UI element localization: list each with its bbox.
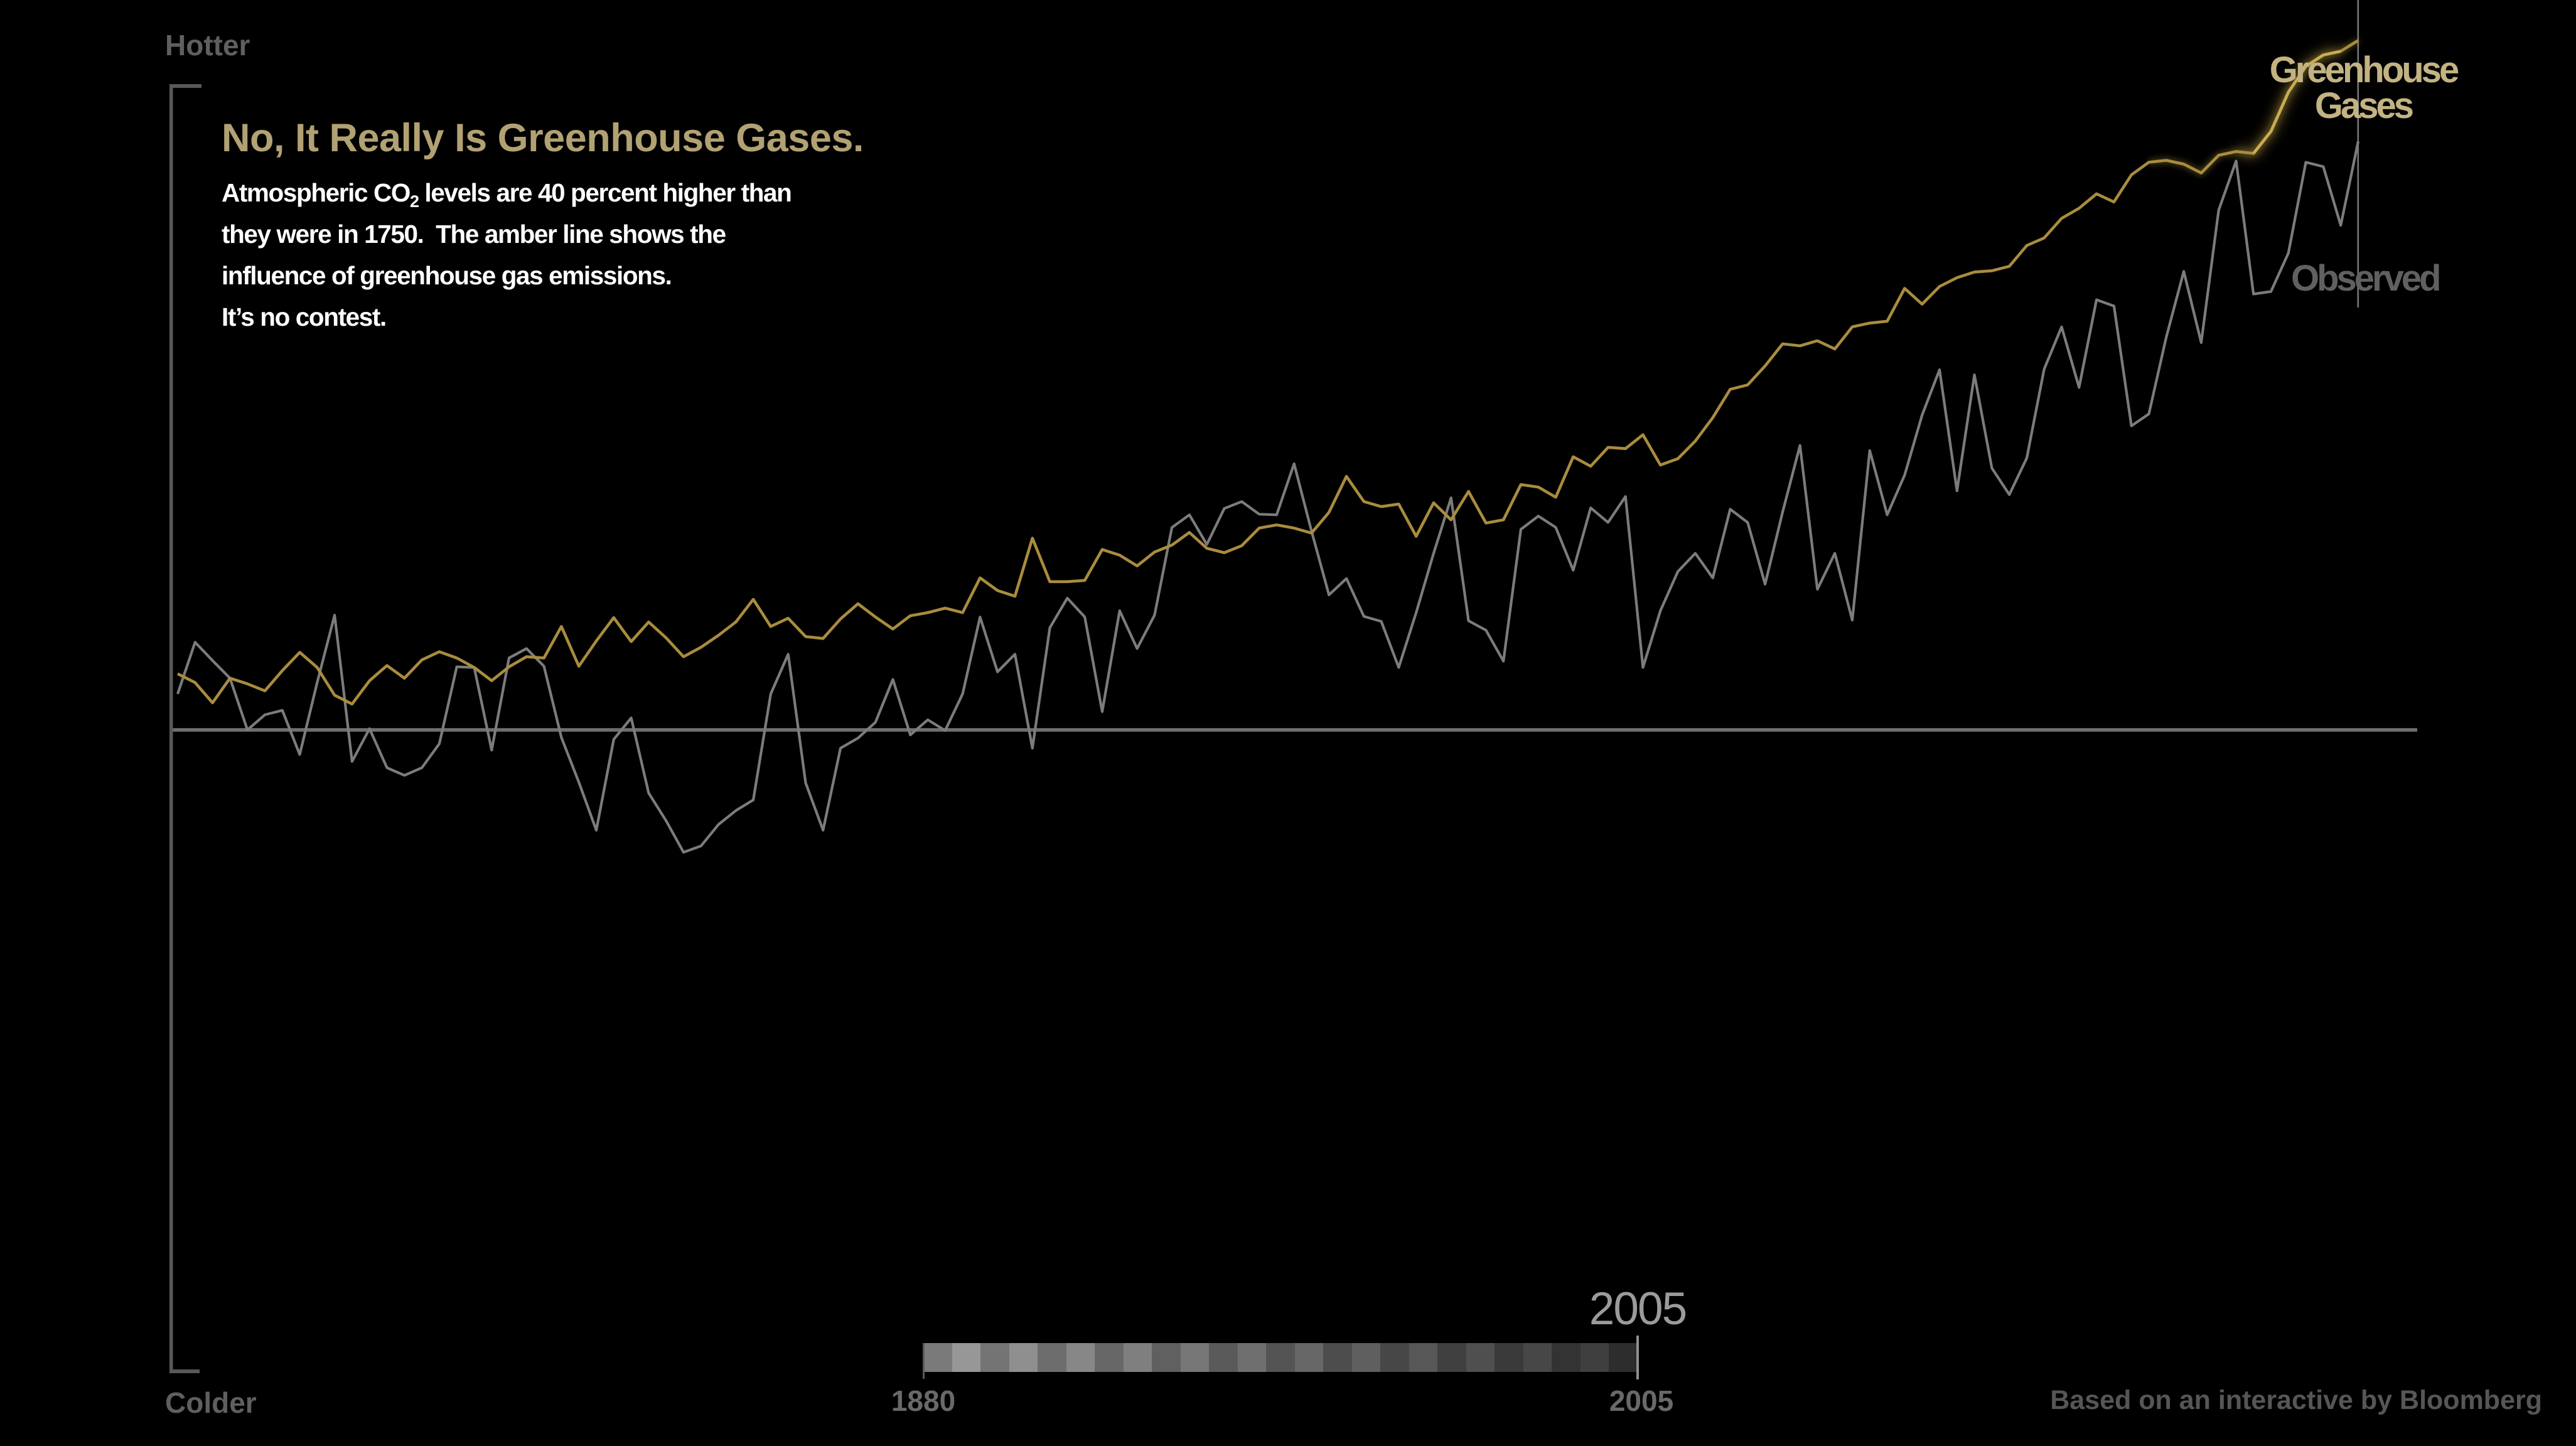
slider-stripe [952,1343,981,1372]
slider-stripe [1266,1343,1296,1372]
slider-stripe [1095,1343,1124,1372]
slider-stripe [1495,1343,1524,1372]
slider-end-label: 2005 [1609,1384,1674,1417]
slider-stripe [1466,1343,1495,1372]
slider-stripe [1038,1343,1067,1372]
slider-stripe [1123,1343,1152,1372]
zero-baseline [171,728,2417,732]
description-line3: influence of greenhouse gas emissions. [222,261,672,290]
series-label-greenhouse-gases: Greenhouse Gases [2175,52,2552,124]
slider-stripe [1066,1343,1095,1372]
slider-stripe [1323,1343,1353,1372]
slider-track[interactable] [923,1343,1638,1372]
description-line1: Atmospheric CO2 levels are 40 percent hi… [222,178,792,210]
greenhouse-gases-line [176,39,2359,706]
series-label-observed: Observed [2291,258,2442,299]
description-line2: they were in 1750. The amber line shows … [222,220,726,249]
slider-stripe [980,1343,1010,1372]
current-year-marker [2357,0,2359,308]
slider-start-tick [923,1343,925,1379]
description-line4: It’s no contest. [222,303,387,331]
observed-line [176,141,2360,854]
axis-label-colder: Colder [165,1386,257,1419]
slider-stripe [1009,1343,1038,1372]
slider-stripe [1294,1343,1324,1372]
axis-label-hotter: Hotter [165,29,250,62]
slider-stripe [1380,1343,1410,1372]
slider-stripe [1237,1343,1267,1372]
chart-title: No, It Really Is Greenhouse Gases. [222,116,864,160]
slider-start-label: 1880 [891,1384,956,1417]
slider-stripe [1609,1343,1638,1372]
series-label-greenhouse-gases-line1: Greenhouse [2269,50,2459,90]
co2-subscript: 2 [409,192,419,212]
timeline-slider[interactable]: 2005 1880 2005 [891,1283,1687,1417]
slider-stripe [1409,1343,1438,1372]
slider-stripe [1437,1343,1467,1372]
series-label-greenhouse-gases-line2: Gases [2314,85,2414,126]
slider-stripe [1552,1343,1581,1372]
slider-current-year: 2005 [1589,1283,1687,1334]
slider-stripe [1351,1343,1381,1372]
y-axis-bracket [169,84,201,1373]
slider-stripe [1209,1343,1238,1372]
description-line1-pre: Atmospheric CO [222,178,411,207]
description-line1-post: levels are 40 percent higher than [418,178,792,207]
slider-stripe [1180,1343,1210,1372]
slider-stripe [923,1343,953,1372]
greenhouse-gases-line-hot-tip [2252,50,2341,154]
slider-stripe [1580,1343,1609,1372]
slider-handle[interactable] [1636,1336,1639,1379]
slider-stripe [1152,1343,1181,1372]
credit-line: Based on an interactive by Bloomberg [2050,1385,2542,1415]
chart-description: Atmospheric CO2 levels are 40 percent hi… [222,172,792,338]
slider-stripe [1523,1343,1552,1372]
